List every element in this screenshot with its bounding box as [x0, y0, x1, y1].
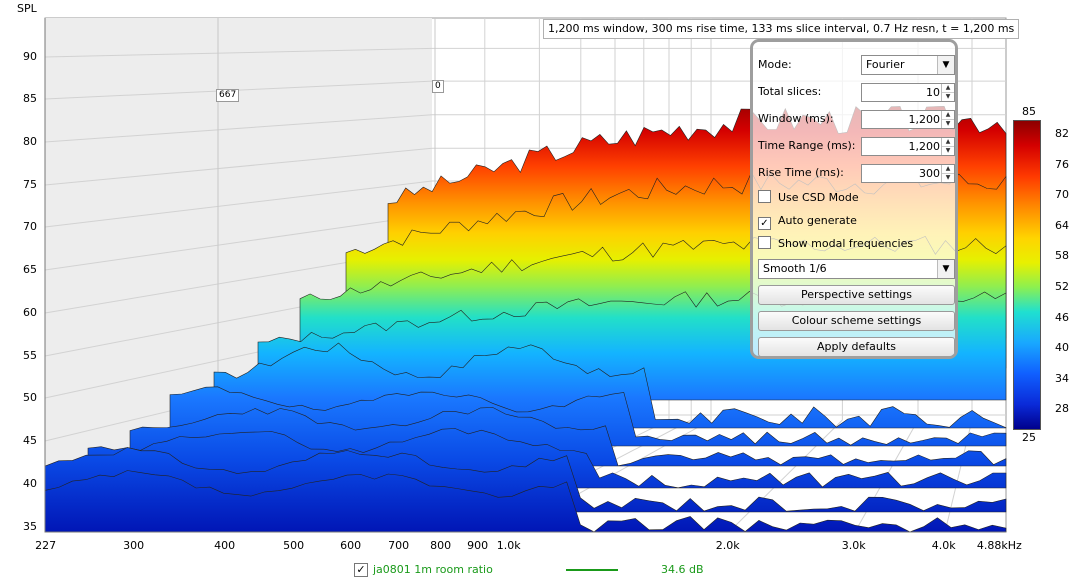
- x-tick-label: 1.0k: [496, 539, 521, 552]
- colour-scale-tick: 52: [1055, 280, 1069, 293]
- x-tick-label: 800: [430, 539, 452, 552]
- waterfall-slice: [44, 470, 1007, 533]
- checkbox-box[interactable]: [758, 236, 771, 249]
- waterfall-controls-panel: Mode: Fourier ▼ Total slices: 10 ▲ ▼ Wind…: [750, 39, 958, 359]
- measurement-checkbox[interactable]: ✓: [354, 563, 368, 577]
- auto-generate-label: Auto generate: [778, 214, 857, 227]
- colour-scale-max: 85: [1022, 105, 1036, 118]
- colour-scale-tick: 28: [1055, 402, 1069, 416]
- apply-defaults-button[interactable]: Apply defaults: [758, 337, 955, 356]
- checkmark-icon[interactable]: ✓: [758, 217, 771, 230]
- colour-scale-tick: 76: [1055, 157, 1069, 171]
- x-tick-label: 2.0k: [715, 539, 740, 552]
- chevron-down-icon[interactable]: ▼: [945, 93, 951, 100]
- y-tick-label: 80: [23, 135, 37, 148]
- checkmark-icon: ✓: [356, 563, 366, 576]
- total-slices-label: Total slices:: [758, 85, 822, 98]
- marker-label-0[interactable]: 0: [432, 80, 444, 93]
- use-csd-mode-label: Use CSD Mode: [778, 191, 859, 204]
- y-tick-label: 40: [23, 477, 37, 490]
- time-range-label: Time Range (ms):: [758, 139, 856, 152]
- y-tick-label: 35: [23, 520, 37, 533]
- x-tick-label: 600: [340, 539, 362, 552]
- smoothing-select[interactable]: Smooth 1/6 ▼: [758, 259, 955, 279]
- y-tick-label: 55: [23, 349, 37, 362]
- x-tick-label: 227: [35, 539, 57, 552]
- y-tick-label: 85: [23, 92, 37, 105]
- y-tick-label: 75: [23, 178, 37, 191]
- colour-scale-tick: 40: [1055, 341, 1069, 355]
- x-tick-label: 300: [123, 539, 145, 552]
- chevron-down-icon[interactable]: ▼: [945, 174, 951, 181]
- window-value[interactable]: 1,200: [908, 113, 941, 126]
- measurement-name[interactable]: ja0801 1m room ratio: [373, 563, 493, 576]
- y-tick-label: 45: [23, 434, 37, 447]
- x-tick-label: 4.88kHz: [976, 539, 1022, 552]
- marker-label-667[interactable]: 667: [216, 89, 240, 102]
- x-tick-label: 400: [214, 539, 236, 552]
- total-slices-stepper[interactable]: 10 ▲ ▼: [861, 83, 955, 102]
- time-range-value[interactable]: 1,200: [908, 140, 941, 153]
- mode-select[interactable]: Fourier ▼: [861, 55, 955, 75]
- colour-scale-bar: [1013, 120, 1041, 430]
- x-tick-label: 900: [467, 539, 489, 552]
- smoothing-value: Smooth 1/6: [763, 262, 827, 275]
- rise-time-stepper[interactable]: 300 ▲ ▼: [861, 164, 955, 183]
- colour-scale-tick: 70: [1055, 188, 1069, 202]
- chevron-down-icon[interactable]: ▼: [937, 56, 954, 74]
- auto-generate-checkbox[interactable]: ✓ Auto generate: [758, 212, 857, 230]
- y-tick-label: 65: [23, 263, 37, 276]
- chevron-up-icon[interactable]: ▲: [942, 138, 954, 147]
- colour-scale-tick: 64: [1055, 218, 1069, 232]
- chevron-down-icon[interactable]: ▼: [945, 120, 951, 127]
- x-tick-label: 500: [283, 539, 305, 552]
- chevron-down-icon[interactable]: ▼: [945, 147, 951, 154]
- use-csd-mode-checkbox[interactable]: Use CSD Mode: [758, 189, 859, 207]
- window-stepper[interactable]: 1,200 ▲ ▼: [861, 110, 955, 129]
- show-modal-frequencies-checkbox[interactable]: Show modal frequencies: [758, 235, 913, 253]
- perspective-settings-button[interactable]: Perspective settings: [758, 285, 955, 305]
- rise-time-label: Rise Time (ms):: [758, 166, 844, 179]
- x-tick-label: 4.0k: [931, 539, 956, 552]
- mode-label: Mode:: [758, 58, 792, 71]
- colour-scale-tick: 34: [1055, 371, 1069, 385]
- colour-scale-tick: 46: [1055, 310, 1069, 324]
- y-tick-label: 70: [23, 220, 37, 233]
- total-slices-value[interactable]: 10: [926, 86, 940, 99]
- colour-scheme-settings-button[interactable]: Colour scheme settings: [758, 311, 955, 331]
- measurement-line-swatch: [566, 569, 618, 571]
- chevron-up-icon[interactable]: ▲: [942, 84, 954, 93]
- measurement-value: 34.6 dB: [661, 563, 704, 576]
- x-tick-label: 700: [388, 539, 410, 552]
- y-tick-label: 60: [23, 306, 37, 319]
- y-tick-label: 50: [23, 391, 37, 404]
- y-tick-label: 90: [23, 50, 37, 63]
- time-range-stepper[interactable]: 1,200 ▲ ▼: [861, 137, 955, 156]
- info-bar: 1,200 ms window, 300 ms rise time, 133 m…: [543, 19, 1020, 39]
- y-axis-title: SPL: [17, 2, 37, 15]
- window-label: Window (ms):: [758, 112, 834, 125]
- colour-scale-tick: 58: [1055, 249, 1069, 263]
- checkbox-box[interactable]: [758, 190, 771, 203]
- show-modal-frequencies-label: Show modal frequencies: [778, 237, 914, 250]
- mode-value: Fourier: [866, 58, 905, 71]
- chevron-up-icon[interactable]: ▲: [942, 111, 954, 120]
- chevron-down-icon[interactable]: ▼: [937, 260, 954, 278]
- colour-scale-min: 25: [1022, 431, 1036, 444]
- x-tick-label: 3.0k: [841, 539, 866, 552]
- rise-time-value[interactable]: 300: [919, 167, 940, 180]
- chevron-up-icon[interactable]: ▲: [942, 165, 954, 174]
- colour-scale-tick: 82: [1055, 127, 1069, 140]
